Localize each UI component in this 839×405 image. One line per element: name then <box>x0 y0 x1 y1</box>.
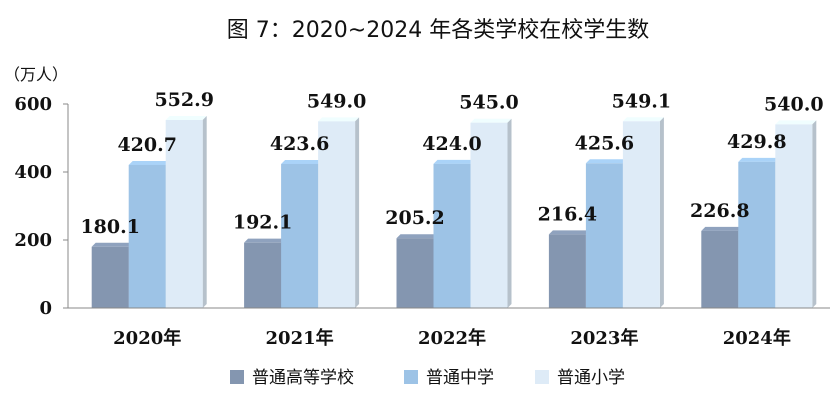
legend-label: 普通小学 <box>557 368 625 388</box>
data-label: 552.9 <box>154 89 214 111</box>
data-label: 226.8 <box>690 200 750 222</box>
bar <box>91 246 129 308</box>
x-tick-label: 2021年 <box>266 327 334 349</box>
bar <box>281 163 319 308</box>
bar <box>622 121 660 308</box>
y-axis-ticks: 0 200 400 600 <box>14 94 68 319</box>
bar-top-face <box>128 160 170 165</box>
data-label: 420.7 <box>117 134 177 156</box>
bar-top-face <box>244 238 286 243</box>
legend-swatch <box>535 370 549 384</box>
y-tick-label: 0 <box>39 298 52 319</box>
data-label: 423.6 <box>270 133 330 155</box>
bar-top-face <box>622 117 664 122</box>
x-axis-ticks: 2020年 2021年 2022年 2023年 2024年 <box>113 327 791 349</box>
bar-top-face <box>585 159 627 164</box>
y-axis-unit-label: （万人） <box>4 65 68 84</box>
bar-top-face <box>470 118 512 123</box>
bar <box>244 242 282 308</box>
data-labels: 180.1 420.7 552.9 192.1 423.6 549.0 205.2 424.0… <box>80 89 823 238</box>
bar-series <box>91 116 817 309</box>
data-label: 205.2 <box>385 207 445 229</box>
bar <box>318 121 356 308</box>
bar <box>701 230 739 308</box>
legend: 普通高等学校 普通中学 普通小学 <box>230 368 625 388</box>
bar <box>775 124 813 309</box>
bar-top-face <box>91 242 133 247</box>
data-label: 424.0 <box>422 133 482 155</box>
data-label: 549.0 <box>307 90 367 112</box>
bar-top-face <box>738 157 780 162</box>
bar <box>585 163 623 308</box>
y-tick-label: 200 <box>14 230 52 251</box>
x-tick-label: 2023年 <box>570 327 638 349</box>
bar-top-face <box>165 116 207 121</box>
legend-swatch <box>404 370 418 384</box>
data-label: 425.6 <box>575 132 635 154</box>
data-label: 192.1 <box>233 212 293 234</box>
legend-swatch <box>230 370 244 384</box>
legend-label: 普通中学 <box>426 368 494 388</box>
y-tick-label: 600 <box>14 94 52 115</box>
x-tick-label: 2024年 <box>723 327 791 349</box>
bar-side-face <box>355 117 360 308</box>
bar-top-face <box>281 159 323 164</box>
bar <box>470 122 508 308</box>
bar-top-face <box>433 159 475 164</box>
bar-top-face <box>318 117 360 122</box>
legend-label: 普通高等学校 <box>252 368 354 388</box>
bar-top-face <box>701 226 743 231</box>
chart-title: 图 7：2020~2024 年各类学校在校学生数 <box>227 18 649 43</box>
bar <box>433 163 471 308</box>
data-label: 549.1 <box>612 90 672 112</box>
bar <box>396 238 434 308</box>
bar-side-face <box>659 117 664 308</box>
bar-side-face <box>812 120 817 309</box>
bar <box>738 161 776 308</box>
bar-top-face <box>548 230 590 235</box>
bar <box>128 164 166 308</box>
bar <box>165 120 203 308</box>
bar-top-face <box>775 120 817 125</box>
bar <box>548 234 586 308</box>
data-label: 545.0 <box>459 92 519 114</box>
bar-top-face <box>396 234 438 239</box>
data-label: 180.1 <box>80 216 140 238</box>
bar-side-face <box>202 116 207 308</box>
x-tick-label: 2020年 <box>113 327 181 349</box>
y-tick-label: 400 <box>14 162 52 183</box>
x-tick-label: 2022年 <box>418 327 486 349</box>
data-label: 429.8 <box>727 131 787 153</box>
data-label: 540.0 <box>764 93 824 115</box>
bar-side-face <box>507 118 512 308</box>
data-label: 216.4 <box>538 203 598 225</box>
